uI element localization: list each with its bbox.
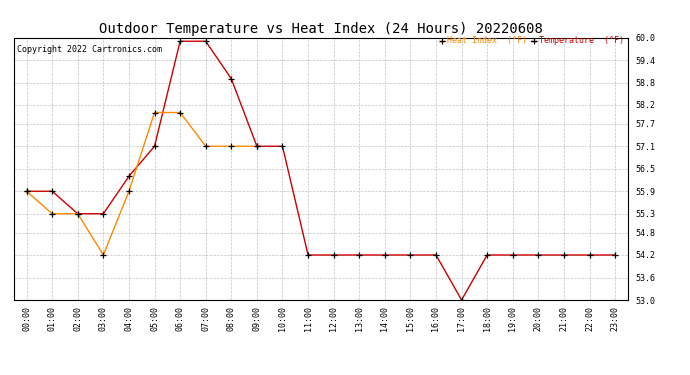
Title: Outdoor Temperature vs Heat Index (24 Hours) 20220608: Outdoor Temperature vs Heat Index (24 Ho… (99, 22, 543, 36)
Legend: Heat Index  (°F), Temperature  (°F): Heat Index (°F), Temperature (°F) (440, 36, 624, 45)
Text: Copyright 2022 Cartronics.com: Copyright 2022 Cartronics.com (17, 45, 162, 54)
